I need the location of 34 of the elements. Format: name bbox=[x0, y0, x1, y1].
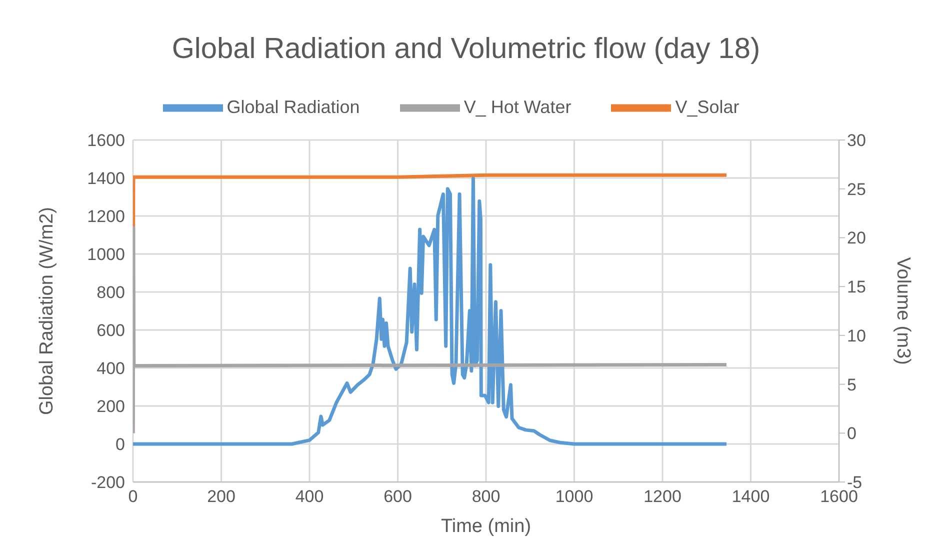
x-tick-label: 600 bbox=[384, 487, 412, 506]
y2-tick-label: 0 bbox=[847, 424, 856, 444]
y2-axis-title: Volume (m3) bbox=[892, 257, 914, 365]
y2-tick-label: 5 bbox=[847, 375, 856, 394]
y2-tick-label: 15 bbox=[847, 278, 866, 297]
y-tick-label: 1600 bbox=[87, 131, 125, 150]
y-tick-label: 600 bbox=[96, 321, 125, 340]
y2-tick-label: 25 bbox=[847, 180, 866, 199]
x-tick-label: 400 bbox=[295, 487, 324, 506]
y-axis-title: Global Radiation (W/m2) bbox=[36, 206, 58, 416]
y-tick-label: -200 bbox=[90, 473, 125, 492]
y-tick-label: 1000 bbox=[87, 245, 125, 264]
x-axis-title: Time (min) bbox=[440, 516, 532, 537]
y-tick-label: 400 bbox=[96, 359, 125, 378]
x-tick-label: 1400 bbox=[732, 487, 770, 506]
y-tick-label: 800 bbox=[96, 283, 125, 302]
x-tick-label: 0 bbox=[128, 487, 138, 506]
x-tick-label: 1000 bbox=[555, 487, 594, 506]
legend-label: V_ Hot Water bbox=[464, 96, 572, 117]
y-tick-label: 1400 bbox=[87, 169, 125, 188]
y2-tick-label: 20 bbox=[847, 228, 866, 248]
line-series bbox=[133, 226, 728, 435]
y-tick-label: 0 bbox=[116, 435, 125, 454]
chart-title: Global Radiation and Volumetric flow (day 18) bbox=[170, 32, 762, 66]
y-tick-label: 1200 bbox=[87, 207, 125, 226]
x-tick-label: 1200 bbox=[644, 487, 682, 506]
y2-tick-label: 30 bbox=[847, 131, 866, 150]
x-tick-label: 200 bbox=[207, 487, 236, 506]
legend-label: V_Solar bbox=[675, 96, 740, 117]
x-tick-label: 1600 bbox=[820, 487, 858, 506]
y2-tick-label: 10 bbox=[847, 326, 866, 346]
legend-label: Global Radiation bbox=[226, 96, 360, 117]
x-tick-label: 800 bbox=[472, 487, 500, 506]
y-tick-label: 200 bbox=[96, 397, 125, 416]
